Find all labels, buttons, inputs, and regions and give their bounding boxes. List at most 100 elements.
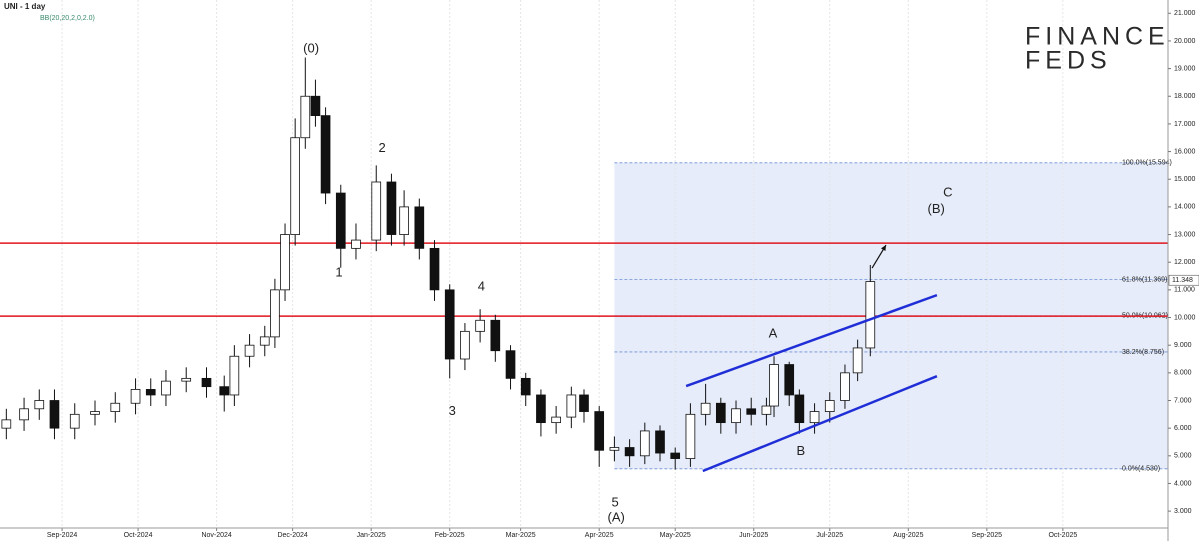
candle-body [520, 377, 531, 396]
candle-body [181, 377, 192, 382]
candle-body [475, 319, 485, 332]
wave-label: C [943, 184, 952, 199]
candle-body [579, 394, 589, 412]
x-tick-label: Jan-2025 [357, 532, 386, 539]
x-tick-label: May-2025 [660, 532, 691, 539]
channel-line [702, 374, 938, 473]
candle-body [290, 137, 301, 235]
candle-body [49, 400, 60, 429]
candle-body [715, 402, 726, 424]
logo-bottom: FEDS [1025, 47, 1112, 75]
candle-body [769, 364, 779, 407]
candle-body [34, 400, 45, 410]
candle-body [794, 394, 805, 424]
y-tick-label: 3.000 [1174, 508, 1192, 515]
candle-body [746, 408, 757, 415]
main-layer: (0) 1 2 3 4 5(A) A B C (B) [0, 41, 1168, 524]
candle-body [865, 281, 876, 349]
logo-top: FINANCE [1025, 23, 1170, 51]
candle-body [670, 452, 681, 459]
candle-body [270, 289, 280, 338]
arrow-head [880, 245, 887, 252]
candle-body [490, 319, 501, 352]
indicator-label: BB(20,20,2,0,2.0) [40, 15, 95, 22]
wave-label: B [797, 443, 806, 458]
fib-label: 100.0%(15.594) [1122, 160, 1172, 167]
candle-body [399, 206, 409, 235]
candle-body [852, 347, 863, 374]
candle-body [280, 234, 290, 291]
x-tick-label: Oct-2025 [1048, 532, 1077, 539]
fib-label: 0.0%(4.530) [1122, 466, 1160, 473]
candle-body [809, 411, 820, 424]
x-tick-label: Nov-2024 [201, 532, 231, 539]
candle-body [414, 206, 425, 249]
wave-label: A [769, 326, 778, 341]
candle-body [386, 181, 397, 235]
y-tick-label: 10.000 [1174, 314, 1196, 321]
x-tick-label: Mar-2025 [506, 532, 536, 539]
y-tick-label: 17.000 [1174, 121, 1196, 128]
wave-label: 4 [478, 279, 485, 294]
candle-body [594, 411, 605, 451]
candle-body [371, 181, 382, 241]
y-tick-label: 5.000 [1174, 453, 1192, 460]
y-tick-label: 18.000 [1174, 93, 1196, 100]
candle-body [624, 447, 635, 457]
candle-body [130, 389, 141, 404]
candle-body [536, 394, 546, 424]
x-tick-label: Dec-2024 [277, 532, 307, 539]
candle-body [219, 386, 230, 396]
candle-body [300, 95, 311, 139]
candle-body [310, 95, 321, 117]
x-tick-label: Oct-2024 [124, 532, 153, 539]
y-tick-label: 8.000 [1174, 370, 1192, 377]
x-tick-label: Jul-2025 [816, 532, 843, 539]
wave-label: (0) [303, 41, 319, 56]
candle-body [444, 289, 455, 360]
y-tick-label: 21.000 [1174, 10, 1196, 17]
candle-body [320, 115, 331, 194]
x-tick-label: Sep-2025 [972, 532, 1002, 539]
fib-label: 61.8%(11.369) [1122, 276, 1167, 283]
y-tick-label: 7.000 [1174, 397, 1192, 404]
candle-body [229, 355, 240, 396]
candle-body [566, 394, 577, 418]
y-tick-label: 16.000 [1174, 148, 1196, 155]
candle-body [460, 330, 470, 360]
x-tick-label: Aug-2025 [893, 532, 923, 539]
candle-body [351, 239, 361, 249]
x-tick-label: Apr-2025 [585, 532, 614, 539]
candle-body [161, 380, 171, 396]
candle-body [784, 364, 795, 396]
wave-label: 3 [449, 403, 456, 418]
last-price-box [1168, 274, 1199, 286]
y-tick-label: 4.000 [1174, 480, 1192, 487]
last-price-label: 11.348 [1172, 277, 1193, 284]
candle-body [69, 413, 80, 429]
candle-body [824, 400, 835, 412]
candle-body [551, 416, 561, 424]
chart-title: UNI - 1 day [4, 2, 46, 11]
y-tick-label: 15.000 [1174, 176, 1196, 183]
candle-body [655, 430, 665, 454]
channel-line [685, 293, 938, 388]
y-tick-label: 6.000 [1174, 425, 1192, 432]
candle-body [145, 389, 156, 396]
wave-label: (A) [608, 509, 625, 524]
y-tick-label: 13.000 [1174, 231, 1196, 238]
candle-body [259, 336, 270, 346]
x-tick-label: Jun-2025 [739, 532, 768, 539]
x-tick-label: Sep-2024 [47, 532, 77, 539]
candle-body [685, 413, 696, 459]
candle-body [505, 350, 516, 379]
candle-body [110, 402, 121, 412]
candle-body [244, 344, 255, 357]
candle-body [335, 192, 346, 249]
candle-body [761, 405, 772, 415]
wave-label: 5 [612, 494, 619, 509]
candle-body [90, 411, 100, 415]
candle-body [609, 447, 620, 451]
wave-label: (B) [928, 201, 945, 216]
